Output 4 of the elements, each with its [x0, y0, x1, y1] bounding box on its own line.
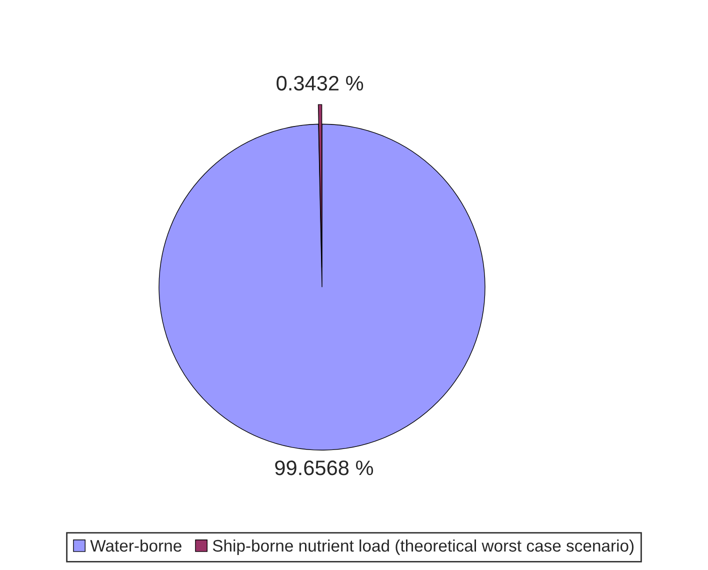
legend-label: Water-borne	[90, 539, 182, 552]
legend-label: Ship-borne nutrient load (theoretical worst case scenario)	[212, 539, 634, 555]
data-label: 0.3432 %	[276, 76, 364, 91]
data-label: 99.6568 %	[275, 460, 374, 476]
